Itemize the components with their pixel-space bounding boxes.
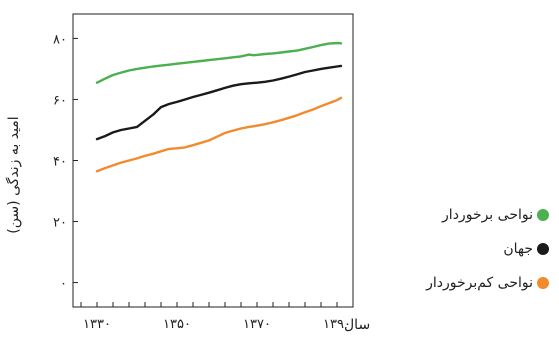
y-tick-label: ۲۰ [53, 216, 67, 231]
legend-dot-icon [537, 209, 549, 221]
x-tick-label: ۱۳۹۰ [323, 317, 351, 332]
legend-item-world: جهان [426, 232, 549, 266]
legend-label: جهان [503, 241, 533, 257]
x-tick-label: ۱۳۳۰ [83, 317, 111, 332]
legend-label: نواحی کم‌برخوردار [426, 275, 533, 291]
chart-legend: نواحی برخوردار جهان نواحی کم‌برخوردار [426, 198, 549, 300]
series-line-1 [95, 64, 343, 141]
series-line-2 [95, 96, 343, 173]
legend-item-underprivileged: نواحی کم‌برخوردار [426, 266, 549, 300]
legend-label: نواحی برخوردار [442, 207, 533, 223]
series-layer [95, 41, 343, 173]
legend-item-privileged: نواحی برخوردار [426, 198, 549, 232]
legend-dot-icon [537, 243, 549, 255]
x-tick-label: ۱۳۵۰ [163, 317, 191, 332]
series-line-0 [95, 41, 343, 84]
y-tick-label: ۸۰ [53, 32, 67, 47]
plot-frame [72, 13, 354, 308]
y-tick-label: ۴۰ [53, 155, 67, 170]
y-tick-label: ۰ [60, 277, 67, 292]
chart-axes: ۰ ۲۰ ۴۰ ۶۰ ۸۰ ۱۳۳۰ ۱۳۵۰ ۱۳۷۰ ۱۳۹۰ [53, 13, 354, 332]
y-axis-label: امید به زندگی (سن) [6, 116, 22, 234]
legend-dot-icon [537, 277, 549, 289]
x-tick-label: ۱۳۷۰ [243, 317, 271, 332]
x-axis-label: سال [344, 317, 371, 333]
y-tick-label: ۶۰ [53, 93, 67, 108]
